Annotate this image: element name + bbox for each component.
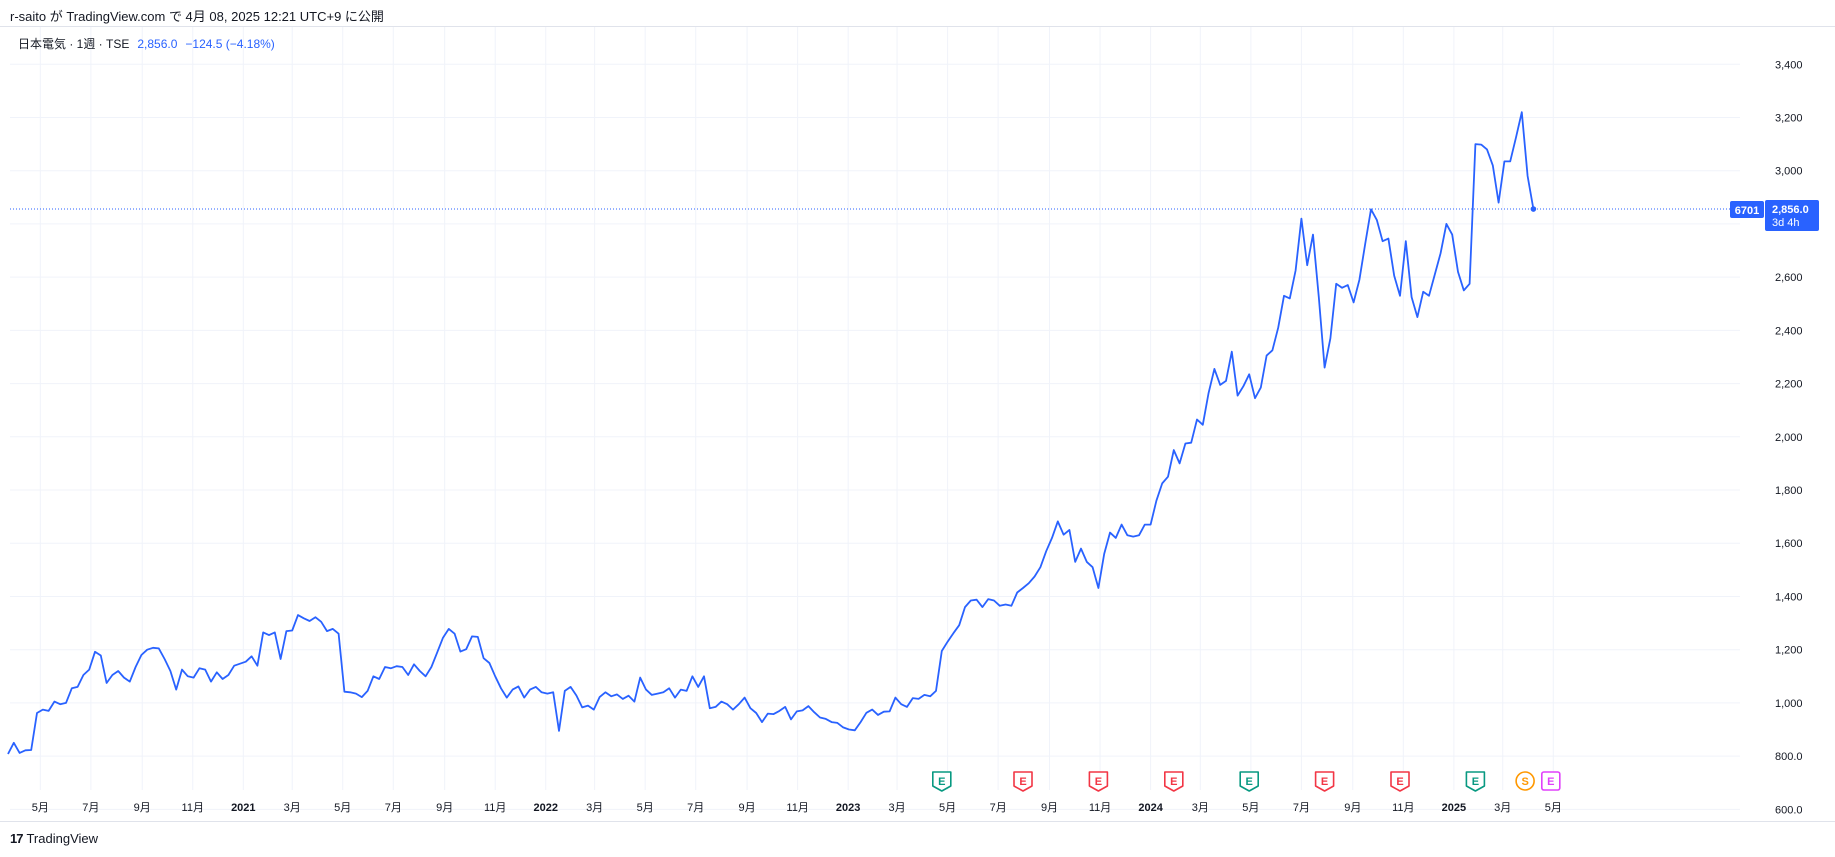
y-tick-label: 3,400 bbox=[1775, 59, 1803, 71]
ticker-tag-bg bbox=[1730, 201, 1764, 218]
y-tick-label: 3,200 bbox=[1775, 112, 1803, 124]
price-tag-value: 2,856.0 bbox=[1772, 204, 1809, 216]
series-layer bbox=[7, 111, 1537, 755]
x-tick-label: 5月 bbox=[1242, 802, 1259, 814]
x-tick-label: 9月 bbox=[1344, 802, 1361, 814]
event-letter: E bbox=[1095, 776, 1102, 788]
x-tick-label: 7月 bbox=[687, 802, 704, 814]
chart-grid bbox=[10, 27, 1740, 810]
x-tick-label: 7月 bbox=[385, 802, 402, 814]
brand-name: TradingView bbox=[26, 831, 99, 846]
price-axis[interactable]: 3,4003,2003,0002,8002,6002,4002,2002,000… bbox=[1775, 59, 1803, 816]
x-tick-label: 5月 bbox=[334, 802, 351, 814]
event-letter: E bbox=[1170, 776, 1177, 788]
y-tick-label: 3,000 bbox=[1775, 166, 1803, 178]
x-tick-label: 2024 bbox=[1138, 802, 1163, 814]
x-tick-label: 3月 bbox=[586, 802, 603, 814]
split-event-icon[interactable]: S bbox=[1515, 771, 1535, 791]
x-tick-label: 11月 bbox=[484, 802, 506, 814]
tradingview-brand[interactable]: 17 TradingView bbox=[10, 831, 98, 846]
x-tick-label: 7月 bbox=[82, 802, 99, 814]
last-price-dot bbox=[1530, 206, 1537, 212]
event-letter: E bbox=[938, 776, 945, 788]
y-tick-label: 1,000 bbox=[1775, 698, 1803, 710]
last-price: 2,856.0 bbox=[137, 37, 178, 51]
ticker-tag-label: 6701 bbox=[1735, 205, 1759, 217]
y-tick-label: 2,600 bbox=[1775, 272, 1803, 284]
x-tick-label: 2023 bbox=[836, 802, 860, 814]
earnings-event-icon[interactable]: E bbox=[932, 771, 952, 792]
event-letter: E bbox=[1547, 776, 1554, 788]
x-tick-label: 3月 bbox=[1494, 802, 1511, 814]
x-tick-label: 7月 bbox=[990, 802, 1007, 814]
x-tick-label: 2022 bbox=[534, 802, 558, 814]
event-letter: E bbox=[1246, 776, 1253, 788]
publish-info: r-saito が TradingView.com で 4月 08, 2025 … bbox=[10, 9, 384, 24]
earnings-event-icon[interactable]: E bbox=[1390, 771, 1410, 792]
x-tick-label: 5月 bbox=[32, 802, 49, 814]
y-tick-label: 2,400 bbox=[1775, 325, 1803, 337]
event-letter: E bbox=[1472, 776, 1479, 788]
x-tick-label: 2021 bbox=[231, 802, 255, 814]
x-tick-label: 11月 bbox=[1089, 802, 1111, 814]
x-tick-label: 5月 bbox=[637, 802, 654, 814]
event-letter: S bbox=[1521, 776, 1528, 788]
earnings-event-icon[interactable]: E bbox=[1465, 771, 1486, 792]
event-letter: E bbox=[1321, 776, 1328, 788]
y-tick-label: 1,600 bbox=[1775, 538, 1803, 550]
y-tick-label: 1,400 bbox=[1775, 591, 1803, 603]
y-tick-label: 1,800 bbox=[1775, 485, 1803, 497]
y-tick-label: 2,200 bbox=[1775, 379, 1803, 391]
price-tag-bg bbox=[1765, 200, 1819, 231]
event-letter: E bbox=[1396, 776, 1403, 788]
earnings-event-icon[interactable]: E bbox=[1013, 771, 1033, 792]
symbol-info[interactable]: 日本電気 · 1週 · TSE bbox=[18, 37, 130, 51]
x-tick-label: 3月 bbox=[1192, 802, 1209, 814]
earnings-event-icon[interactable]: E bbox=[1541, 771, 1561, 791]
event-letter: E bbox=[1019, 776, 1026, 788]
y-tick-label: 2,000 bbox=[1775, 432, 1803, 444]
y-tick-label: 1,200 bbox=[1775, 645, 1803, 657]
x-tick-label: 11月 bbox=[786, 802, 808, 814]
x-tick-label: 7月 bbox=[1293, 802, 1310, 814]
x-tick-label: 9月 bbox=[134, 802, 151, 814]
earnings-event-icon[interactable]: E bbox=[1164, 771, 1184, 792]
price-series-line bbox=[7, 111, 1535, 755]
tradingview-logo-icon: 17 bbox=[10, 831, 24, 846]
chart-frame bbox=[0, 26, 1835, 822]
price-change: −124.5 (−4.18%) bbox=[185, 37, 275, 51]
earnings-event-icon[interactable]: E bbox=[1088, 771, 1109, 792]
x-tick-label: 5月 bbox=[939, 802, 956, 814]
time-axis[interactable]: 5月 7月 9月 11月 2021 3月 5月 7月 9月 11月 2022 3月 5月 7月 9月 11月 2… bbox=[32, 802, 1562, 814]
x-tick-label: 3月 bbox=[284, 802, 301, 814]
price-tag-countdown: 3d 4h bbox=[1772, 217, 1800, 229]
x-tick-label: 3月 bbox=[888, 802, 905, 814]
symbol-legend[interactable]: 日本電気 · 1週 · TSE 2,856.0 −124.5 (−4.18%) bbox=[18, 35, 275, 52]
x-tick-label: 2025 bbox=[1442, 802, 1466, 814]
x-tick-label: 11月 bbox=[182, 802, 204, 814]
earnings-event-icon[interactable]: E bbox=[1239, 771, 1259, 792]
x-tick-label: 9月 bbox=[436, 802, 453, 814]
x-tick-label: 11月 bbox=[1392, 802, 1414, 814]
x-tick-label: 9月 bbox=[739, 802, 756, 814]
x-tick-label: 9月 bbox=[1041, 802, 1058, 814]
x-tick-label: 5月 bbox=[1545, 802, 1562, 814]
y-tick-label: 600.0 bbox=[1775, 804, 1803, 816]
y-tick-label: 800.0 bbox=[1775, 751, 1803, 763]
earnings-event-icon[interactable]: E bbox=[1314, 771, 1335, 792]
last-price-tag: 6701 2,856.0 3d 4h bbox=[1730, 200, 1819, 231]
